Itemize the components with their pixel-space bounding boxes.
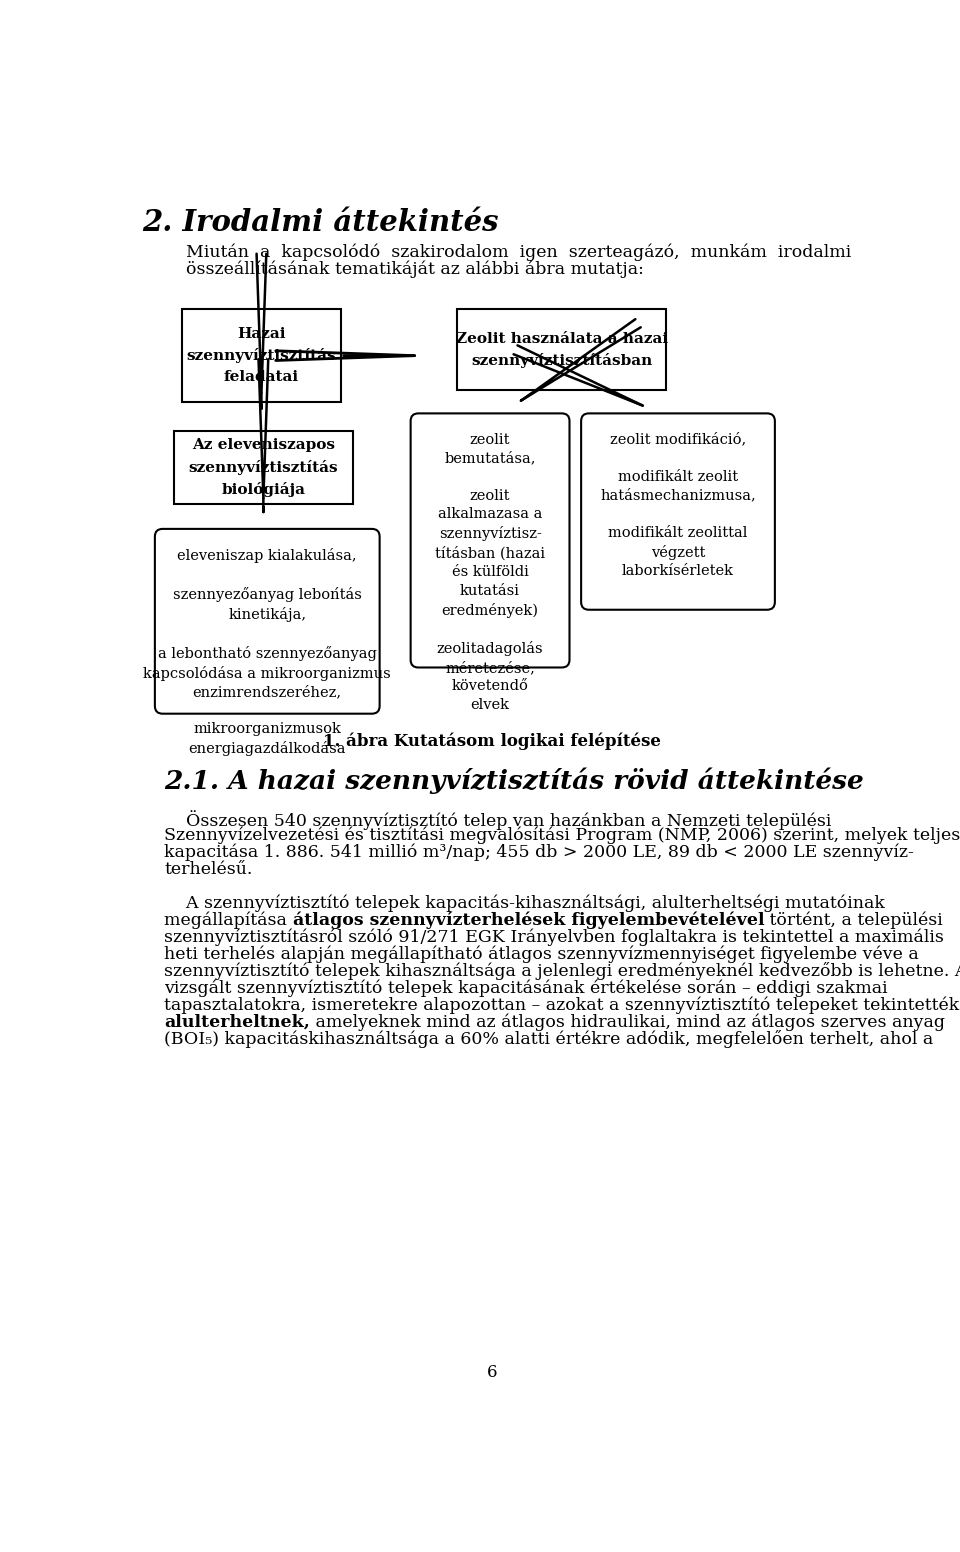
Text: összeállításának tematikáját az alábbi ábra mutatja:: összeállításának tematikáját az alábbi á… bbox=[164, 261, 644, 278]
Text: zeolit
bemutatása,

zeolit
alkalmazasa a
szennyvíztisz-
tításban (hazai
és külfö: zeolit bemutatása, zeolit alkalmazasa a … bbox=[435, 433, 545, 712]
Text: terhelésű.: terhelésű. bbox=[164, 861, 252, 878]
Text: megállapítása: megállapítása bbox=[164, 911, 293, 930]
Text: Összesen 540 szennyvíztisztító telep van hazánkban a Nemzeti települési: Összesen 540 szennyvíztisztító telep van… bbox=[164, 810, 831, 830]
Text: eleveniszap kialakulása,

szennyezőanyag lebońtás
kinetikája,

a lebontható sze: eleveniszap kialakulása, szennyezőanyag … bbox=[143, 548, 391, 756]
Text: amelyeknek mind az átlagos hidraulikai, mind az átlagos szerves anyag: amelyeknek mind az átlagos hidraulikai, … bbox=[310, 1013, 945, 1031]
Text: történt, a települési: történt, a települési bbox=[764, 911, 943, 930]
Text: heti terhelés alapján megállapítható átlagos szennyvízmennyiséget figyelembe vév: heti terhelés alapján megállapítható átl… bbox=[164, 945, 919, 962]
Text: Szennyvízelvezetési és tisztítási megvalósítási Program (NMP, 2006) szerint, mel: Szennyvízelvezetési és tisztítási megval… bbox=[164, 827, 960, 844]
Text: 2. Irodalmi áttekintés: 2. Irodalmi áttekintés bbox=[142, 208, 498, 237]
Text: Zeolit használata a hazai
szennyvíztisztításban: Zeolit használata a hazai szennyvíztiszt… bbox=[456, 332, 668, 368]
Text: 6: 6 bbox=[487, 1364, 497, 1381]
Text: 2.1. A hazai szennyvíztisztítás rövid áttekintése: 2.1. A hazai szennyvíztisztítás rövid át… bbox=[164, 768, 864, 795]
Text: A szennyvíztisztító telepek kapacitás-kihasználtsági, alulterheltségi mutatóinak: A szennyvíztisztító telepek kapacitás-ki… bbox=[164, 894, 885, 913]
FancyBboxPatch shape bbox=[457, 309, 666, 390]
Text: szennyvíztisztításról szóló 91/271 EGK Irányelvben foglaltakra is tekintettel a : szennyvíztisztításról szóló 91/271 EGK I… bbox=[164, 928, 944, 947]
FancyBboxPatch shape bbox=[411, 413, 569, 667]
Text: átlagos szennyvízterhelések figyelembevételével: átlagos szennyvízterhelések figyelembevé… bbox=[293, 911, 764, 930]
FancyBboxPatch shape bbox=[155, 529, 379, 714]
Text: szennyvíztisztító telepek kihasználtsága a jelenlegi eredményeknél kedvezőbb is : szennyvíztisztító telepek kihasználtsága… bbox=[164, 962, 960, 981]
Text: Az eleveniszapos
szennyvíztisztítás
biológiája: Az eleveniszapos szennyvíztisztítás biol… bbox=[188, 439, 338, 497]
Text: (BOI₅) kapacitáskihasználtsága a 60% alatti értékre adódik, megfelelően terhelt,: (BOI₅) kapacitáskihasználtsága a 60% ala… bbox=[164, 1031, 933, 1048]
FancyBboxPatch shape bbox=[175, 431, 352, 504]
Text: 1. ábra Kutatásom logikai felépítése: 1. ábra Kutatásom logikai felépítése bbox=[324, 733, 660, 751]
FancyBboxPatch shape bbox=[182, 309, 341, 402]
Text: Hazai
szennyvíztisztítás
feladatai: Hazai szennyvíztisztítás feladatai bbox=[186, 327, 336, 383]
Text: kapacitása 1. 886. 541 millió m³/nap; 455 db > 2000 LE, 89 db < 2000 LE szennyví: kapacitása 1. 886. 541 millió m³/nap; 45… bbox=[164, 844, 914, 861]
Text: tapasztalatokra, ismeretekre alapozottan – azokat a szennyvíztisztító telepeket : tapasztalatokra, ismeretekre alapozottan… bbox=[164, 996, 959, 1013]
FancyBboxPatch shape bbox=[581, 413, 775, 610]
Text: alulterheltnek,: alulterheltnek, bbox=[164, 1013, 310, 1031]
Text: Miután  a  kapcsolódó  szakirodalom  igen  szerteagázó,  munkám  irodalmi: Miután a kapcsolódó szakirodalom igen sz… bbox=[164, 244, 852, 261]
Text: zeolit modifikáció,

modifikált zeolit
hatásmechanizmusa,

modifikált zeolittal
: zeolit modifikáció, modifikált zeolit ha… bbox=[600, 433, 756, 579]
Text: vizsgált szennyvíztisztító telepek kapacitásának értékelése során – eddigi szakm: vizsgált szennyvíztisztító telepek kapac… bbox=[164, 979, 888, 996]
